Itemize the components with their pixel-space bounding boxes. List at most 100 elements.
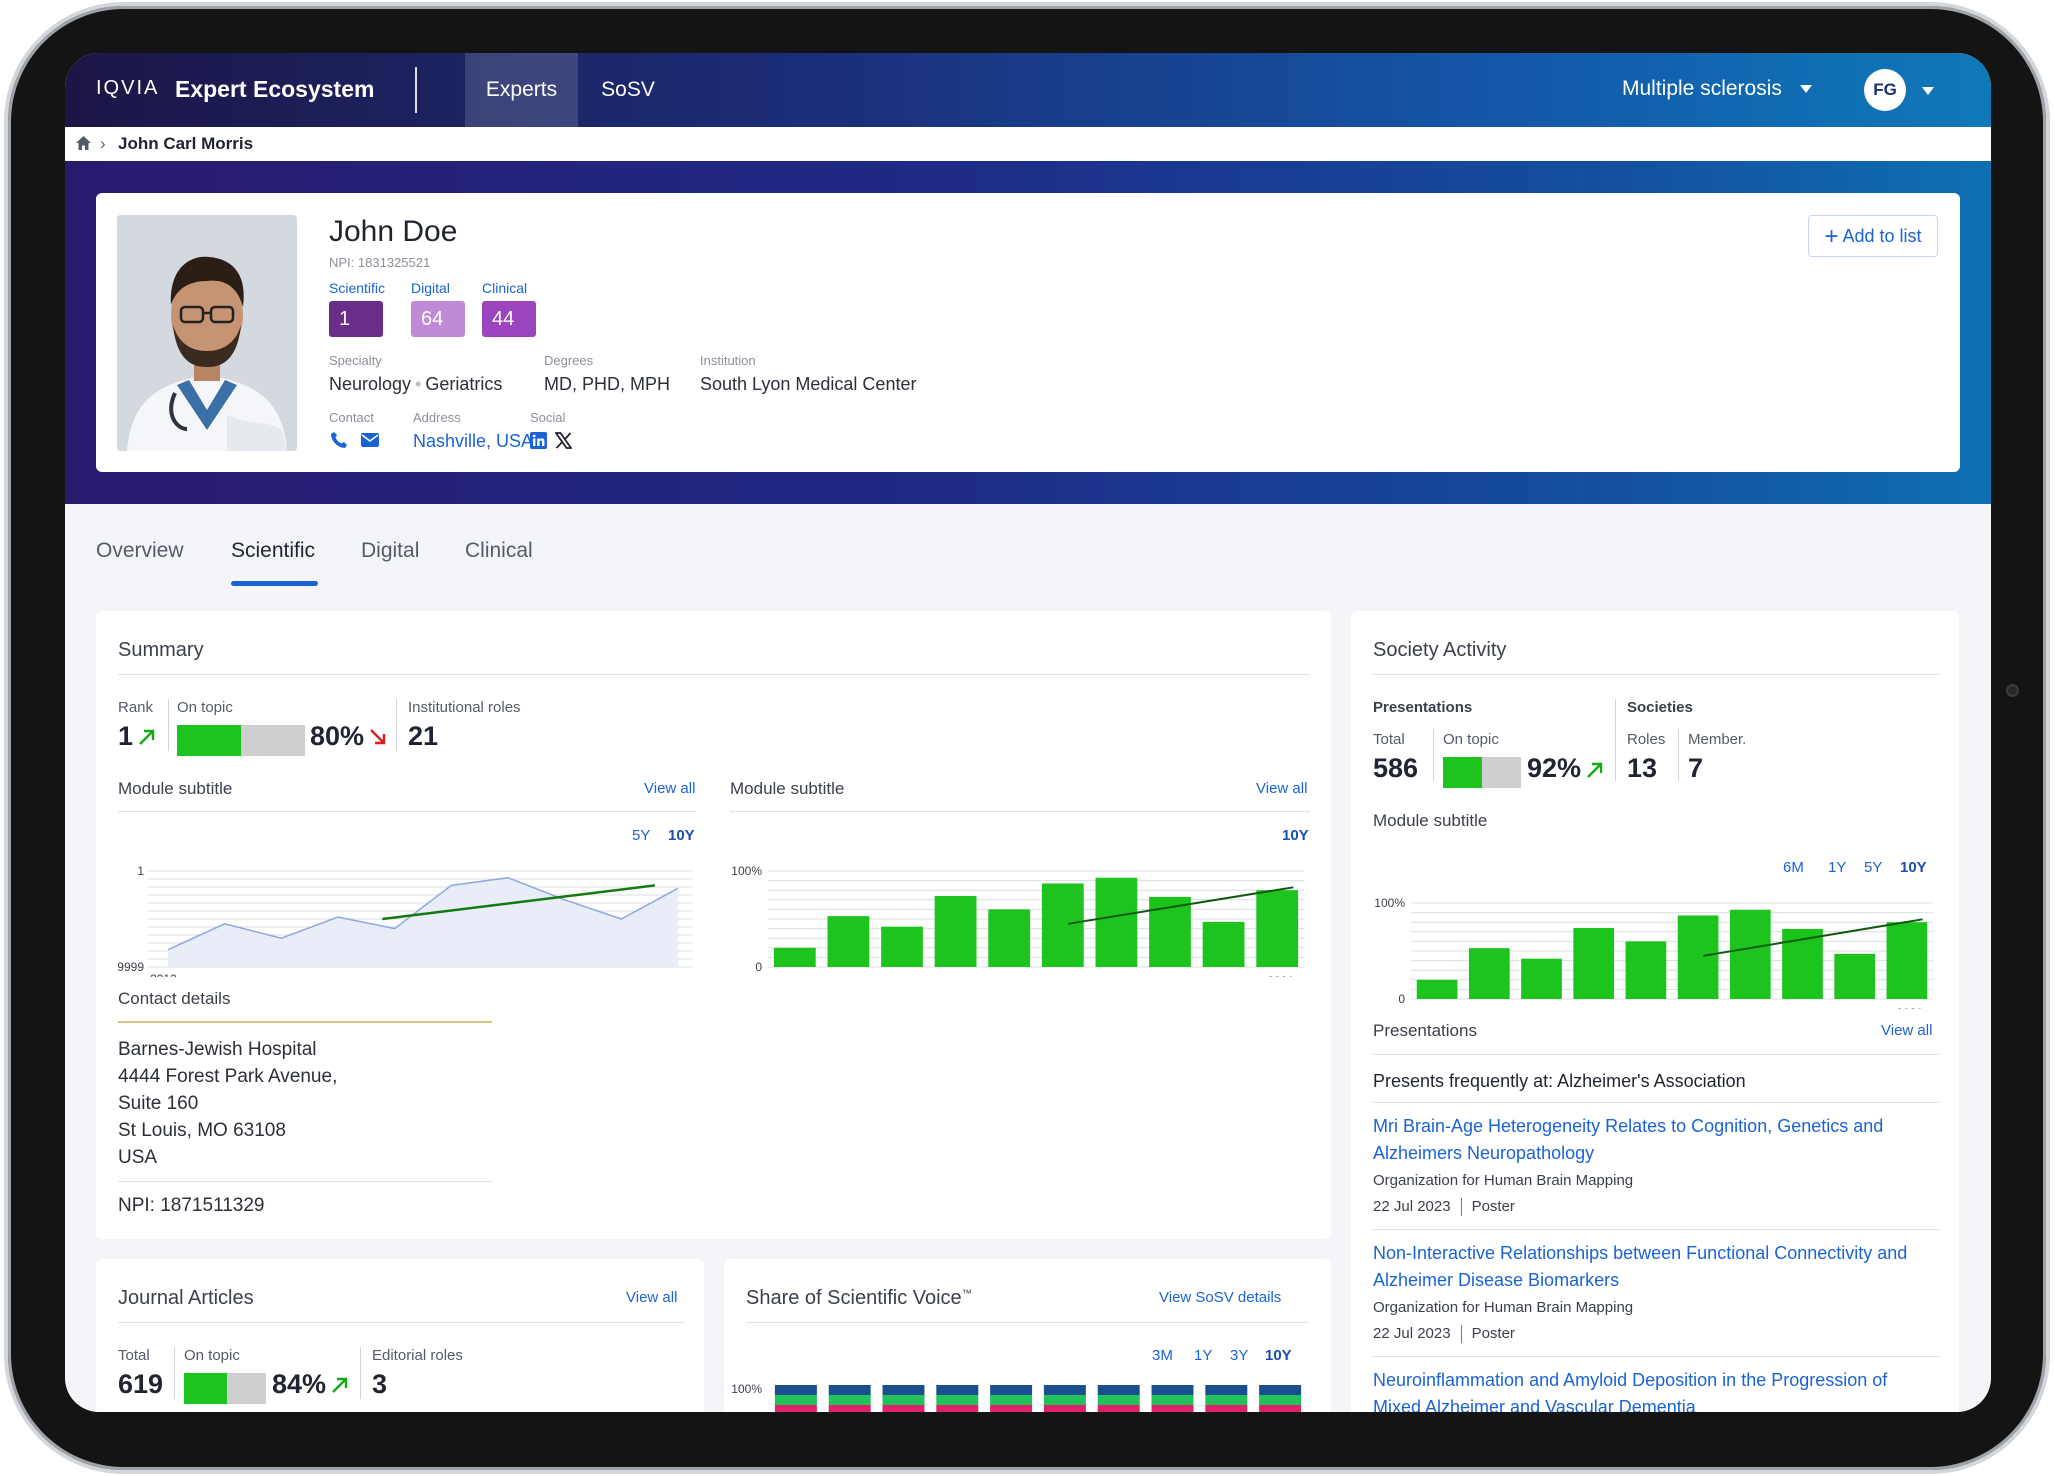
score-label-digital: Digital: [411, 280, 450, 296]
contact-npi: NPI: 1871511329: [118, 1195, 265, 1216]
email-icon[interactable]: [361, 433, 379, 447]
stack-segment: [990, 1405, 1033, 1412]
y-top-tick-label: 1: [137, 864, 144, 878]
degrees-value: MD, PHD, MPH: [544, 374, 670, 394]
stack-segment: [1043, 1395, 1086, 1405]
series-line: [167, 876, 679, 951]
y-top-tick-label: 100%: [731, 1382, 762, 1396]
score-badge-digital[interactable]: 64: [411, 301, 465, 337]
specialty-1: Neurology: [329, 374, 412, 394]
module-left-divider: [118, 811, 696, 812]
stack-segment: [1043, 1405, 1086, 1412]
range-5y-left[interactable]: 5Y: [632, 827, 651, 844]
range-10y-sosv[interactable]: 10Y: [1265, 1347, 1292, 1364]
range-10y[interactable]: 10Y: [1900, 859, 1927, 876]
tab-scientific[interactable]: Scientific: [231, 539, 316, 562]
contact-details-title: Contact details: [118, 989, 231, 1008]
stack-segment: [828, 1405, 871, 1412]
bar: [827, 916, 870, 967]
society-total-label: Total: [1373, 731, 1405, 748]
presentation-divider-2: [1373, 1356, 1939, 1357]
degrees-label: Degrees: [544, 353, 594, 368]
trend-up-icon: [332, 1377, 348, 1393]
range-1y[interactable]: 1Y: [1828, 859, 1847, 876]
bar: [1468, 948, 1510, 999]
stack-segment: [828, 1395, 871, 1405]
address-link[interactable]: Nashville, USA: [413, 431, 534, 451]
range-3y[interactable]: 3Y: [1230, 1347, 1249, 1364]
society-on-topic-bar-fill: [1443, 757, 1482, 788]
trend-down-icon: [370, 729, 386, 745]
phone-icon[interactable]: [330, 431, 348, 449]
tab-digital[interactable]: Digital: [361, 539, 420, 562]
user-avatar[interactable]: FG: [1864, 69, 1906, 111]
societies-divider: [1615, 699, 1616, 781]
institution-label: Institution: [700, 353, 756, 368]
presentation-title-2[interactable]: Non-Interactive Relationships between Fu…: [1373, 1243, 1908, 1290]
view-all-link-right[interactable]: View all: [1256, 780, 1308, 797]
bar: [1202, 921, 1245, 967]
stack-segment: [936, 1385, 979, 1395]
top-bar: IQVIA Expert Ecosystem Experts SoSV Mult…: [65, 53, 1991, 127]
nav-tab-experts[interactable]: Experts: [465, 53, 578, 127]
summary-line-chart: 1 9999 2012: [118, 864, 693, 977]
range-5y[interactable]: 5Y: [1864, 859, 1883, 876]
institutional-roles-label: Institutional roles: [408, 699, 521, 716]
presentation-org-2: Organization for Human Brain Mapping: [1373, 1299, 1634, 1316]
contact-line-2: 4444 Forest Park Avenue,: [118, 1066, 338, 1087]
disease-selector[interactable]: Multiple sclerosis: [1622, 77, 1812, 101]
society-total-value: 586: [1373, 753, 1419, 783]
breadcrumb-current: John Carl Morris: [118, 134, 254, 153]
frequent-divider: [1373, 1102, 1939, 1103]
journal-total-value: 619: [118, 1369, 164, 1399]
stack-segment: [990, 1395, 1033, 1405]
institution-value: South Lyon Medical Center: [700, 374, 917, 394]
x-end-tick-label: 2021: [1267, 974, 1294, 977]
contact-details-accent: [118, 1021, 492, 1023]
module-right-divider: [730, 811, 1310, 812]
presentation-type-2: Poster: [1471, 1325, 1515, 1342]
score-badge-scientific[interactable]: 1: [329, 301, 383, 337]
presentations-label: Presentations: [1373, 699, 1473, 716]
member-value: 7: [1688, 753, 1704, 783]
sosv-card: Share of Scientific Voice™ View SoSV det…: [724, 1259, 1331, 1412]
bar: [1834, 953, 1876, 999]
stack-segment: [774, 1385, 817, 1395]
journal-articles-card: Journal Articles View all Total 619 On t…: [96, 1259, 704, 1412]
journal-view-all-link[interactable]: View all: [626, 1289, 678, 1306]
nav-tab-sosv[interactable]: SoSV: [601, 78, 655, 101]
on-topic-value: 80%: [310, 721, 365, 751]
tab-overview[interactable]: Overview: [96, 539, 184, 562]
view-sosv-details-link[interactable]: View SoSV details: [1159, 1289, 1282, 1306]
line-area: [168, 877, 678, 967]
user-menu-chevron-icon[interactable]: [1922, 87, 1934, 95]
range-1y-sosv[interactable]: 1Y: [1194, 1347, 1213, 1364]
presentation-title-3[interactable]: Neuroinflammation and Amyloid Deposition…: [1373, 1370, 1888, 1412]
product-name: Expert Ecosystem: [175, 76, 375, 102]
range-3m[interactable]: 3M: [1152, 1347, 1173, 1364]
range-10y-left[interactable]: 10Y: [668, 827, 695, 844]
presentations-view-all-link[interactable]: View all: [1881, 1022, 1933, 1039]
bar: [1521, 958, 1562, 999]
specialty-2: Geriatrics: [425, 374, 503, 394]
x-twitter-icon[interactable]: [555, 432, 572, 449]
specialty-label: Specialty: [329, 353, 382, 368]
linkedin-icon[interactable]: [530, 432, 547, 449]
score-badge-clinical[interactable]: 44: [482, 301, 536, 337]
range-6m[interactable]: 6M: [1783, 859, 1804, 876]
society-on-topic-value: 92%: [1527, 753, 1582, 783]
summary-title: Summary: [118, 639, 204, 661]
meta-separator: [1460, 1198, 1462, 1217]
stack-segment: [1205, 1385, 1248, 1395]
range-10y-right[interactable]: 10Y: [1282, 827, 1309, 844]
sosv-stacked-chart: 100%: [731, 1382, 1302, 1412]
sosv-divider: [746, 1322, 1309, 1323]
view-all-link-left[interactable]: View all: [644, 780, 696, 797]
bar: [1573, 927, 1615, 999]
chevron-down-icon: [1799, 85, 1812, 94]
tab-clinical[interactable]: Clinical: [465, 539, 533, 562]
add-to-list-button[interactable]: + Add to list: [1808, 215, 1938, 257]
presentation-title-1[interactable]: Mri Brain-Age Heterogeneity Relates to C…: [1373, 1116, 1884, 1163]
home-icon[interactable]: [75, 135, 92, 151]
editorial-divider: [360, 1347, 361, 1399]
